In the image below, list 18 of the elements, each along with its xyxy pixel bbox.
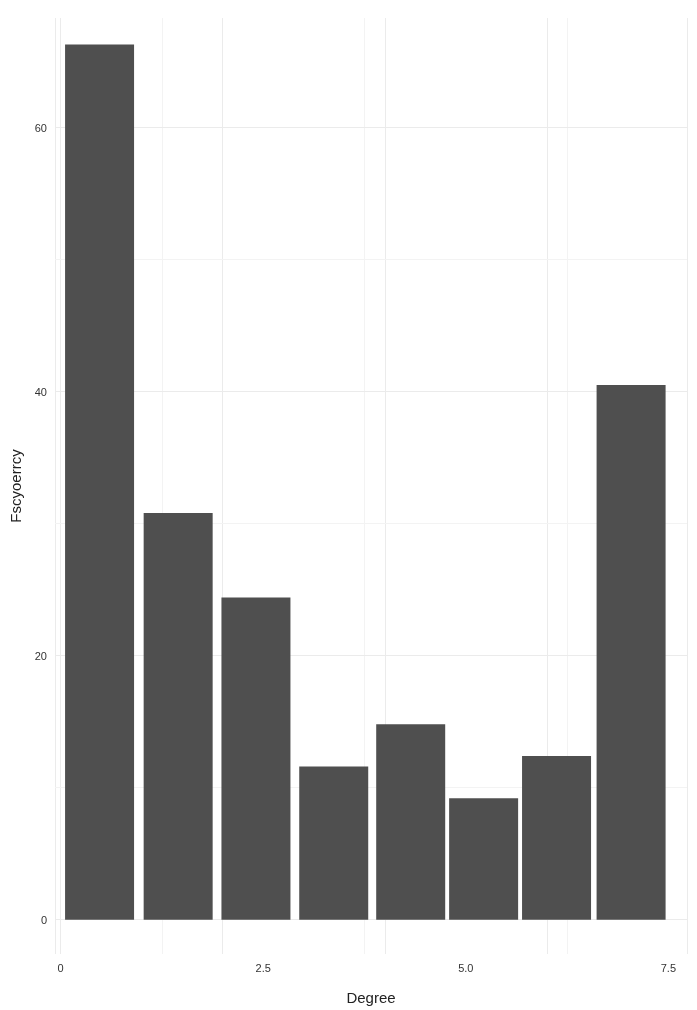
bar <box>449 798 519 920</box>
bar <box>143 513 213 920</box>
y-tick-label: 20 <box>34 649 47 662</box>
bar <box>522 755 592 920</box>
x-tick-label: 5.0 <box>458 961 474 974</box>
bar <box>299 766 369 920</box>
x-tick-label: 2.5 <box>255 961 271 974</box>
bar <box>65 44 135 920</box>
bar <box>221 597 291 920</box>
x-tick-label: 0 <box>57 961 64 974</box>
y-tick-label: 0 <box>40 913 47 926</box>
y-tick-label: 40 <box>34 385 47 398</box>
x-tick-label: 7.5 <box>660 961 677 974</box>
bar <box>596 385 666 920</box>
y-tick-label: 60 <box>34 121 47 134</box>
x-axis-title: Degree <box>346 989 396 1006</box>
y-axis-title: Fscyoerrcy <box>7 448 24 523</box>
bar <box>376 724 446 920</box>
